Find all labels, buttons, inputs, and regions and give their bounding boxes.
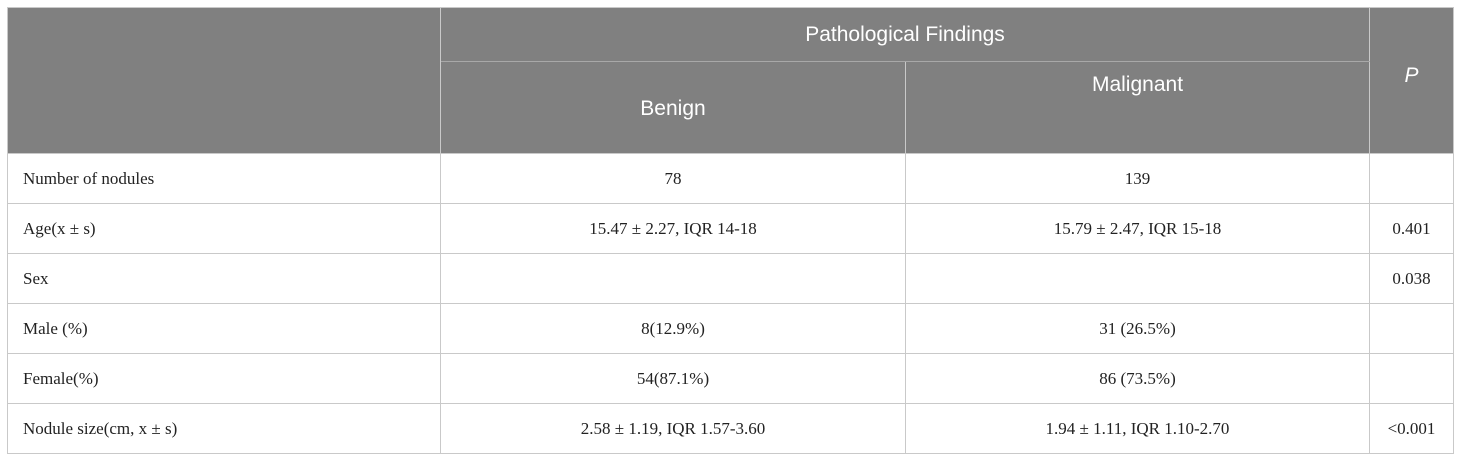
malignant-value: 1.94 ± 1.11, IQR 1.10-2.70 (905, 403, 1370, 454)
malignant-value (905, 253, 1370, 304)
row-label: Number of nodules (7, 153, 441, 204)
p-value: 0.401 (1369, 203, 1454, 254)
row-label: Nodule size(cm, x ± s) (7, 403, 441, 454)
benign-value: 8(12.9%) (440, 303, 906, 354)
row-label: Female(%) (7, 353, 441, 404)
benign-value: 15.47 ± 2.27, IQR 14-18 (440, 203, 906, 254)
table-row: Male (%) 8(12.9%) 31 (26.5%) (7, 303, 1454, 354)
malignant-value: 15.79 ± 2.47, IQR 15-18 (905, 203, 1370, 254)
header-benign: Benign (440, 61, 906, 154)
row-label: Age(x ± s) (7, 203, 441, 254)
table-row: Age(x ± s) 15.47 ± 2.27, IQR 14-18 15.79… (7, 203, 1454, 254)
benign-value: 78 (440, 153, 906, 204)
header-pathological-findings: Pathological Findings (440, 7, 1370, 62)
table-body: Number of nodules 78 139 Age(x ± s) 15.4… (7, 153, 1454, 454)
benign-value: 2.58 ± 1.19, IQR 1.57-3.60 (440, 403, 906, 454)
table-row: Number of nodules 78 139 (7, 153, 1454, 204)
results-table: Pathological Findings P Benign Malignant… (7, 7, 1454, 454)
malignant-value: 139 (905, 153, 1370, 204)
benign-value (440, 253, 906, 304)
p-value: 0.038 (1369, 253, 1454, 304)
table-header: Pathological Findings P Benign Malignant (7, 7, 1454, 154)
malignant-value: 86 (73.5%) (905, 353, 1370, 404)
p-value: <0.001 (1369, 403, 1454, 454)
header-p-value: P (1369, 7, 1454, 154)
p-value (1369, 153, 1454, 204)
row-label: Male (%) (7, 303, 441, 354)
benign-value: 54(87.1%) (440, 353, 906, 404)
table-row: Sex 0.038 (7, 253, 1454, 304)
row-label: Sex (7, 253, 441, 304)
p-value (1369, 303, 1454, 354)
header-empty-cell (7, 7, 441, 154)
p-value (1369, 353, 1454, 404)
table-row: Nodule size(cm, x ± s) 2.58 ± 1.19, IQR … (7, 403, 1454, 454)
table-row: Female(%) 54(87.1%) 86 (73.5%) (7, 353, 1454, 404)
header-malignant: Malignant (905, 61, 1370, 154)
malignant-value: 31 (26.5%) (905, 303, 1370, 354)
